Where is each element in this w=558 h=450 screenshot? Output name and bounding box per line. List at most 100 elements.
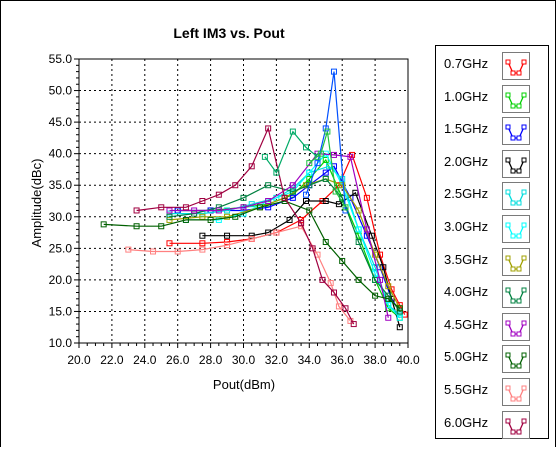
data-point-marker	[224, 242, 231, 249]
legend-swatch	[502, 378, 530, 406]
legend-item: 3.0GHz	[436, 212, 548, 244]
legend-item: 0.7GHz	[436, 49, 548, 81]
data-point-marker	[174, 248, 181, 255]
data-point-marker	[265, 198, 272, 204]
chart-title: Left IM3 vs. Pout	[173, 25, 285, 41]
data-point-marker	[289, 182, 296, 189]
legend-line-sample	[507, 159, 525, 172]
legend-item: 5.5GHz	[436, 375, 548, 407]
legend-marker	[516, 200, 522, 206]
x-tick-label: 40.0	[396, 353, 420, 367]
data-point-marker	[166, 210, 173, 217]
legend-line-sample	[507, 126, 525, 139]
y-tick-label: 55.0	[49, 52, 73, 66]
legend-label: 3.0GHz	[444, 219, 489, 234]
legend-marker	[510, 70, 516, 76]
data-point-marker	[319, 276, 326, 283]
data-point-marker	[314, 160, 321, 167]
data-point-marker	[150, 248, 157, 255]
data-point-marker	[224, 239, 231, 246]
data-point-marker	[342, 207, 349, 214]
legend-marker	[521, 92, 527, 98]
data-point-marker	[158, 223, 165, 230]
series-line	[128, 225, 351, 322]
data-point-marker	[199, 246, 206, 253]
data-point-marker	[240, 204, 247, 211]
y-tick-label: 20.0	[49, 273, 73, 287]
data-point-marker	[215, 204, 222, 211]
data-point-marker	[342, 204, 349, 211]
legend-item: 1.5GHz	[436, 114, 548, 146]
data-point-marker	[273, 229, 280, 236]
legend-swatch	[502, 182, 530, 211]
legend-label: 1.5GHz	[444, 121, 489, 137]
x-tick-label: 32.0	[265, 353, 289, 367]
series-extra	[303, 68, 349, 214]
legend-marker	[516, 233, 522, 239]
y-tick-label: 40.0	[49, 147, 73, 161]
legend-line-sample	[507, 387, 525, 400]
data-point-marker	[322, 156, 329, 163]
legend: 0.7GHz 1.0GHz 1.5GHz 2.0GHz 2.5GHz 3.0GHz 3.5G…	[435, 45, 549, 439]
data-point-marker	[330, 151, 337, 158]
data-point-marker	[265, 125, 272, 132]
series-15ghz	[174, 163, 403, 315]
y-tick-label: 45.0	[49, 115, 73, 129]
data-point-marker	[265, 182, 272, 189]
data-point-marker	[248, 163, 255, 170]
data-point-marker	[261, 153, 268, 160]
data-point-marker	[240, 210, 247, 217]
data-point-marker	[248, 232, 255, 239]
data-point-marker	[350, 321, 357, 328]
legend-marker	[510, 200, 516, 206]
y-axis-label: Amplitude(dBc)	[29, 159, 44, 248]
data-point-marker	[256, 204, 263, 211]
legend-marker	[505, 385, 511, 391]
data-point-marker	[303, 191, 310, 198]
y-tick-label: 35.0	[49, 178, 73, 192]
x-tick-label: 20.0	[67, 353, 91, 367]
data-point-marker	[322, 239, 329, 246]
legend-marker	[510, 396, 516, 402]
data-point-marker	[215, 216, 222, 223]
series-extra	[261, 128, 321, 176]
data-point-marker	[335, 303, 342, 310]
legend-marker	[505, 124, 511, 130]
legend-marker	[521, 385, 527, 391]
data-point-marker	[182, 204, 189, 211]
x-tick-label: 30.0	[232, 353, 256, 367]
legend-marker	[505, 418, 511, 424]
legend-marker	[510, 233, 516, 239]
data-point-marker	[215, 207, 222, 214]
legend-marker	[521, 320, 527, 326]
legend-marker	[505, 157, 511, 163]
x-tick-label: 22.0	[100, 353, 124, 367]
data-point-marker	[401, 311, 408, 318]
data-point-marker	[199, 240, 206, 247]
data-point-marker	[385, 283, 392, 290]
data-point-marker	[273, 169, 280, 176]
legend-marker	[505, 320, 511, 326]
data-point-marker	[349, 151, 356, 158]
y-tick-label: 10.0	[49, 336, 73, 350]
data-point-marker	[396, 324, 403, 331]
legend-label: 5.0GHz	[444, 349, 489, 365]
data-point-marker	[215, 191, 222, 198]
y-tick-label: 50.0	[49, 84, 73, 98]
data-point-marker	[199, 198, 206, 204]
legend-swatch	[502, 345, 530, 374]
data-point-marker	[306, 160, 313, 167]
data-point-marker	[191, 210, 198, 217]
data-point-marker	[363, 194, 370, 201]
data-point-marker	[306, 207, 313, 214]
legend-line-sample	[507, 192, 525, 205]
data-point-marker	[166, 207, 173, 214]
data-point-marker	[326, 163, 333, 170]
data-point-marker	[199, 232, 206, 239]
x-tick-label: 28.0	[199, 353, 223, 367]
data-point-marker	[303, 198, 310, 204]
legend-label: 4.5GHz	[444, 316, 489, 332]
legend-swatch	[502, 247, 530, 276]
legend-marker	[521, 124, 527, 130]
data-point-marker	[314, 153, 321, 160]
